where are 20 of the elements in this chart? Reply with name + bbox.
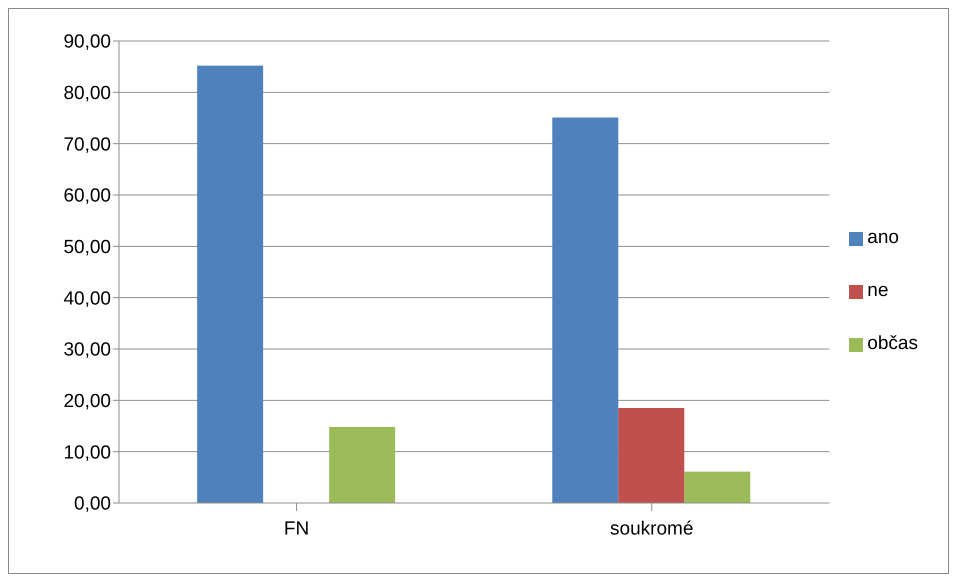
bar [684,472,750,503]
y-tick-label: 60,00 [63,186,111,207]
bar [552,117,618,503]
y-tick-label: 70,00 [63,134,111,156]
y-tick-label: 10,00 [63,442,111,464]
x-tick-label: soukromé [610,518,694,540]
y-tick-label: 20,00 [63,391,111,412]
bar [197,66,264,503]
bar [618,408,684,503]
legend-label: ne [867,280,888,300]
y-tick-label: 50,00 [63,237,111,258]
legend-label: občas [867,332,918,354]
bar [329,427,396,503]
y-tick-label: 30,00 [63,340,111,361]
y-tick-label: 0,00 [74,494,111,515]
x-tick-label: FN [284,518,310,540]
y-tick-label: 80,00 [63,83,111,104]
y-tick-label: 90,00 [63,32,111,53]
legend-label: ano [867,226,899,248]
y-tick-label: 40,00 [63,288,111,310]
